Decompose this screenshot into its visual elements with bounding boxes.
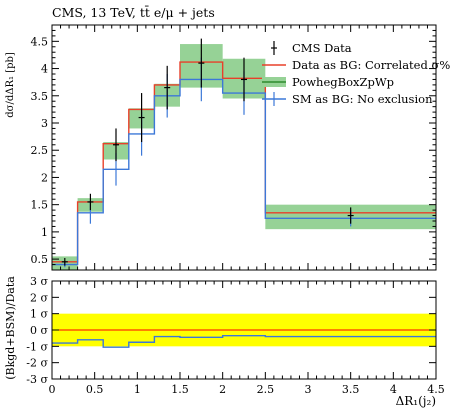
x-tick-label: 1.5 xyxy=(171,383,189,396)
x-tick-label: 3.5 xyxy=(342,383,360,396)
x-axis-label: ΔR₁(j₂) xyxy=(396,394,436,408)
x-tick-label: 0.5 xyxy=(86,383,104,396)
legend-label: CMS Data xyxy=(292,41,352,55)
ratio-step-line xyxy=(52,335,436,348)
y-tick-label: 4 xyxy=(41,63,48,76)
ratio-y-tick-label: 3 σ xyxy=(30,275,48,288)
ratio-y-tick-label: -1 σ xyxy=(26,340,48,353)
y-tick-label: 1 xyxy=(41,226,48,239)
x-tick-label: 3 xyxy=(305,383,312,396)
x-tick-label: 2.5 xyxy=(257,383,275,396)
y-tick-label: 4.5 xyxy=(31,35,49,48)
ratio-y-tick-label: 1 σ xyxy=(30,308,48,321)
x-tick-label: 0 xyxy=(49,383,56,396)
ratio-y-tick-label: 0 σ xyxy=(30,324,48,337)
main-frame xyxy=(51,24,437,271)
ratio-y-tick-label: 2 σ xyxy=(30,291,48,304)
y-axis-label: dσ/dΔR₁ [pb] xyxy=(5,52,16,118)
y-tick-label: 1.5 xyxy=(31,199,49,212)
x-tick-label: 4 xyxy=(390,383,397,396)
chart-title: CMS, 13 TeV, tt̄ e/μ + jets xyxy=(52,4,215,20)
legend-label: SM as BG: No exclusion xyxy=(292,92,433,106)
main-plot: 0.5 1 1.5 2 2.5 3 3.5 4 4.5 CMS Data Data as BG: C… xyxy=(31,24,450,271)
x-tick-label: 2 xyxy=(219,383,226,396)
x-tick-label: 1 xyxy=(134,383,141,396)
legend-label: Data as BG: Correlated σ% xyxy=(292,58,450,72)
legend: CMS Data Data as BG: Correlated σ% PowhegB… xyxy=(262,41,450,106)
ratio-plot: -3 σ -2 σ -1 σ 0 σ 1 σ 2 σ 3 σ 0 0.5 1 1.5 2 2.5 3 3.5… xyxy=(26,275,444,396)
y-tick-label: 0.5 xyxy=(31,253,49,266)
y-tick-label: 3 xyxy=(41,117,48,130)
x-tick-label: 4.5 xyxy=(427,383,445,396)
ratio-y-tick-label: -3 σ xyxy=(26,373,48,386)
y-tick-label: 3.5 xyxy=(31,90,49,103)
ratio-y-axis-label: (Bkgd+BSM)/Data xyxy=(4,276,17,380)
y-tick-label: 2.5 xyxy=(31,144,49,157)
y-tick-label: 2 xyxy=(41,171,48,184)
ratio-y-tick-label: -2 σ xyxy=(26,357,48,370)
legend-label: PowhegBoxZpWp xyxy=(292,75,394,89)
